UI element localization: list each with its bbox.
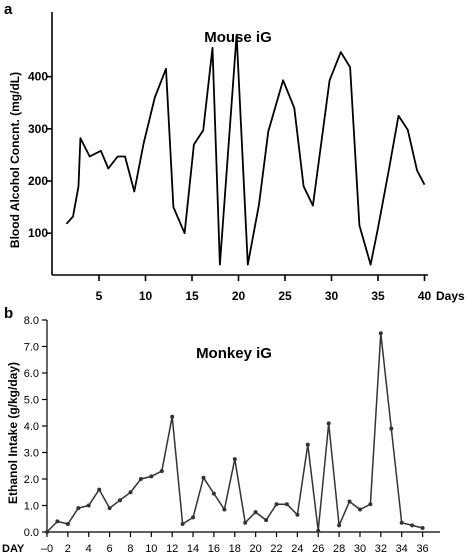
panel-b-data-point [347,499,352,504]
panel-b-title: Monkey iG [196,345,272,362]
panel-b-data-point [253,510,258,515]
panel-a: a Mouse iG Blood Alcohol Concnt. (mg/dL)… [4,1,465,303]
panel-b-y-tick-label: 7.0 [24,342,39,354]
panel-b-data-point [243,520,248,525]
panel-b-data-point [316,528,321,533]
panel-a-x-ticks: 5 10 15 20 25 30 35 40 [96,275,432,303]
panel-b-data-point [232,457,237,462]
panel-b-x-tick-label: 8 [127,543,133,555]
panel-a-x-tick-label: 15 [185,289,199,303]
panel-b-letter: b [4,305,13,322]
panel-b-data-point [76,506,81,511]
panel-b-data-point [305,442,310,447]
panel-b-x-tick-label: 18 [229,543,241,555]
panel-b-data-point [295,512,300,517]
panel-b-x-tick-label: 34 [396,543,408,555]
panel-b-data-point [368,502,373,507]
panel-b-data-point [107,506,112,511]
panel-b-x-tick-label: 16 [208,543,220,555]
panel-b-data-point [45,530,49,534]
panel-b-data-point [410,523,415,528]
panel-b-x-tick-label: 28 [333,543,345,555]
panel-a-x-tick-label: 25 [278,289,292,303]
panel-b-x-ticks: –0 2 4 6 8 10 12 14 16 18 20 22 24 26 28 30 32 34 36 [41,532,429,555]
panel-a-y-ticks: 100 200 300 400 [28,70,52,240]
panel-a-title: Mouse iG [204,29,272,46]
panel-b-data-point [337,523,342,528]
panel-a-y-axis-label: Blood Alcohol Concnt. (mg/dL) [8,72,22,248]
panel-b-data-point [55,519,60,524]
panel-b-x-tick-label: 30 [354,543,366,555]
panel-a-series [65,34,426,266]
panel-b-x-tick-label: 10 [145,543,157,555]
panel-b-data-point [86,503,91,508]
panel-b-y-tick-label: 6.0 [24,368,39,380]
panel-b-series-line [46,332,423,533]
panel-b-data-point [378,331,383,336]
panel-b-x-tick-label: 6 [107,543,113,555]
panel-a-x-tick-label: 20 [232,289,246,303]
panel-b-data-point [118,498,122,503]
panel-b-data-point [180,522,185,526]
panel-b-data-point [65,522,70,526]
panel-b-x-tick-label: 12 [166,543,178,555]
panel-b-data-point [420,526,425,530]
panel-b-data-point [159,469,164,474]
panel-b-data-point [201,475,206,480]
panel-b-data-point [389,426,394,431]
panel-b-data-point [211,491,216,496]
panel-b-data-point [326,421,331,426]
panel-b-x-tick-label: 36 [416,543,428,555]
panel-a-x-tick-label: 35 [371,289,385,303]
panel-a-letter: a [4,1,13,18]
panel-a-y-tick-label: 300 [28,122,48,136]
panel-a-y-tick-label: 400 [28,70,48,84]
panel-a-x-tick-label: 5 [96,289,103,303]
panel-b-data-point [222,507,227,512]
panel-b: b Monkey iG Ethanol Intake (g/kg/day) DA… [2,305,440,555]
panel-b-data-point [149,474,154,479]
panel-b-data-point [170,414,175,419]
panel-b-data-point [274,502,279,507]
panel-b-y-tick-label: 0.0 [24,527,39,539]
panel-b-data-point [138,477,143,481]
panel-a-x-tick-label: 40 [418,289,432,303]
panel-b-x-tick-label: 24 [291,543,303,555]
panel-b-x-tick-label: 2 [65,543,71,555]
panel-b-x-tick-label: 26 [312,543,324,555]
panel-b-y-tick-label: 2.0 [24,474,39,486]
panel-b-x-tick-label: 32 [375,543,387,555]
panel-b-data-point [264,518,269,523]
panel-b-y-tick-label: 5.0 [24,395,39,407]
panel-b-data-point [399,520,404,525]
panel-b-data-point [191,515,196,520]
panel-b-y-tick-label: 1.0 [24,501,39,513]
panel-b-y-ticks: 0.0 1.0 2.0 3.0 4.0 5.0 6.0 7.0 8.0 [24,315,47,539]
panel-b-y-tick-label: 3.0 [24,448,39,460]
panel-b-y-axis-label: Ethanol Intake (g/kg/day) [6,362,20,504]
panel-b-x-tick-label: 4 [86,543,92,555]
panel-a-x-tick-label: 30 [325,289,339,303]
panel-b-x-tick-label: 20 [250,543,262,555]
panel-b-series [45,331,425,534]
panel-b-y-tick-label: 8.0 [24,315,39,327]
panel-b-x-axis-label: DAY [2,543,25,555]
panel-a-x-axis-label: Days [436,289,465,303]
panel-a-y-tick-label: 200 [28,174,48,188]
panel-b-data-point [284,502,289,507]
panel-b-data-point [128,490,133,495]
panel-a-x-tick-label: 10 [139,289,153,303]
panel-b-x-tick-label: –0 [41,543,53,555]
panel-b-data-point [358,507,362,512]
panel-a-series-line [65,34,426,266]
panel-a-y-tick-label: 100 [28,226,48,240]
panel-b-data-point [97,487,102,492]
panel-b-x-tick-label: 14 [187,543,199,555]
panel-b-y-tick-label: 4.0 [24,421,39,433]
panel-b-x-tick-label: 22 [270,543,282,555]
